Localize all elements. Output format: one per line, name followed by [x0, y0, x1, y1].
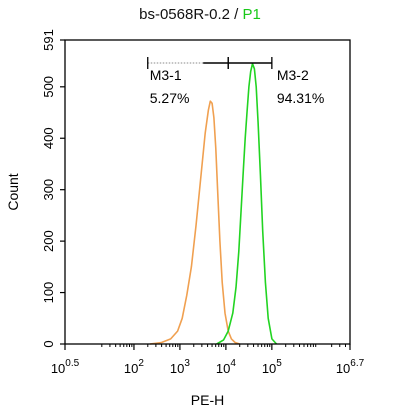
y-axis-ticks: 0 100 200 300 400 500 591 — [41, 29, 65, 348]
x-tick-label: 103 — [170, 358, 190, 376]
title-separator: / — [234, 6, 239, 23]
chart-title: bs-0568R-0.2 / P1 — [0, 6, 400, 23]
title-sample: bs-0568R-0.2 — [139, 6, 230, 23]
y-tick-label: 300 — [41, 179, 56, 201]
y-tick-label: 100 — [41, 282, 56, 304]
y-tick-label: 591 — [41, 29, 56, 51]
series-2-line — [216, 62, 278, 345]
x-axis-ticks: 100.5 102 103 104 105 106.7 — [51, 344, 365, 376]
series-1-line — [149, 100, 240, 345]
x-tick-label: 104 — [216, 358, 236, 376]
marker-1-name: M3-1 — [150, 67, 182, 83]
x-tick-label: 105 — [262, 358, 282, 376]
marker-2-percent: 94.31% — [277, 90, 324, 106]
y-tick-label: 200 — [41, 230, 56, 252]
series-layer — [149, 62, 278, 345]
y-axis-label: Count — [5, 173, 21, 210]
plot-frame — [64, 39, 351, 345]
marker-layer: M3-1 5.27% M3-2 94.31% — [147, 57, 324, 106]
x-tick-label: 106.7 — [336, 358, 365, 376]
y-tick-label: 400 — [41, 127, 56, 149]
marker-2-name: M3-2 — [277, 67, 309, 83]
marker-1-percent: 5.27% — [150, 90, 190, 106]
x-tick-label: 102 — [124, 358, 144, 376]
y-tick-label: 0 — [41, 340, 56, 347]
title-gate: P1 — [242, 6, 261, 23]
x-axis-label: PE-H — [191, 392, 224, 408]
y-tick-label: 500 — [41, 76, 56, 98]
x-tick-label: 100.5 — [51, 358, 80, 376]
